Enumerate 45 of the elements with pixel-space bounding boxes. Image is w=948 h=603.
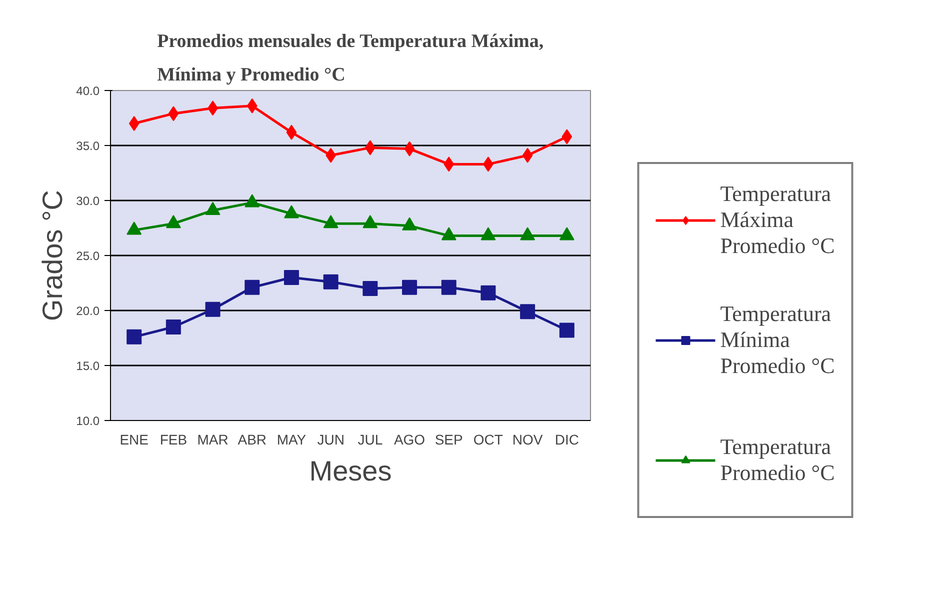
x-tick-label: MAY — [276, 432, 307, 448]
legend-label: Temperatura Promedio °C — [720, 433, 835, 487]
point — [362, 281, 378, 296]
y-tick-label: 25.0 — [76, 249, 100, 263]
x-axis-title: Meses — [309, 456, 392, 486]
x-tick-label: OCT — [473, 432, 504, 448]
x-tick-label: JUL — [358, 432, 383, 448]
point — [444, 156, 454, 172]
point — [323, 274, 338, 290]
point — [126, 329, 142, 344]
y-tick-label: 30.0 — [76, 194, 100, 208]
point — [246, 98, 258, 114]
y-tick-label: 10.0 — [76, 414, 100, 428]
y-tick-label: 35.0 — [76, 139, 100, 153]
point — [168, 106, 179, 122]
x-tick-label: ENE — [120, 432, 149, 448]
point — [559, 322, 574, 338]
point — [128, 116, 140, 131]
chart-title: Promedios mensuales de Temperatura Máxima, Mínima y Promedio °C — [157, 30, 544, 86]
legend-label: Temperatura Mínima Promedio °C — [720, 300, 835, 380]
y-axis-title: Grados °C — [37, 190, 68, 322]
x-tick-label: JUN — [317, 432, 344, 448]
point — [520, 304, 536, 320]
x-tick-label: SEP — [434, 432, 463, 448]
point — [522, 148, 533, 163]
point — [205, 302, 220, 317]
point — [441, 280, 456, 295]
legend-label: Temperatura Máxima Promedio °C — [720, 180, 835, 260]
x-tick-label: MAR — [197, 432, 228, 448]
y-tick-label: 20.0 — [76, 304, 100, 318]
x-tick-label: FEB — [160, 432, 188, 448]
point — [402, 280, 418, 295]
x-tick-label: DIC — [554, 432, 579, 448]
point — [286, 124, 297, 140]
point — [244, 280, 260, 295]
point — [284, 270, 299, 285]
point — [480, 285, 496, 300]
x-tick-label: AGO — [394, 432, 426, 448]
y-tick-label: 15.0 — [76, 359, 100, 373]
point — [404, 141, 415, 156]
x-tick-label: ABR — [238, 432, 267, 448]
point — [562, 129, 572, 144]
y-tick-label: 40.0 — [76, 84, 100, 98]
point — [166, 320, 181, 334]
x-tick-label: NOV — [512, 432, 544, 448]
